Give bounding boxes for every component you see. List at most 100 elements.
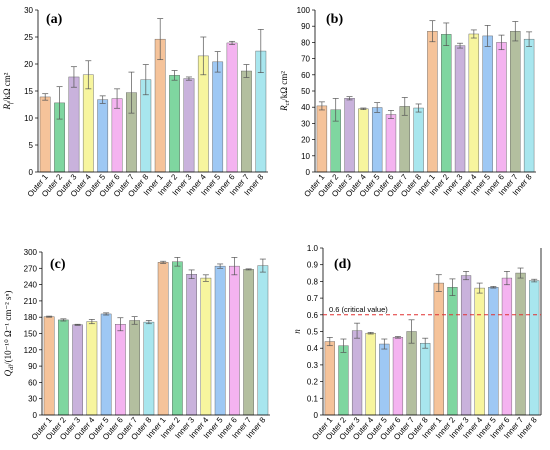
bar-inner-2	[172, 261, 183, 416]
bar-inner-4	[468, 33, 480, 173]
bar-inner-5	[488, 287, 499, 416]
bar-outer-1	[316, 105, 328, 173]
y-axis-title-main: R	[279, 105, 289, 112]
bar-inner-1	[427, 31, 438, 173]
y-axis-title-main: R	[2, 103, 12, 110]
y-axis-title-subscript: ct	[284, 101, 291, 106]
y-tick-label: 80	[301, 38, 310, 47]
bar-inner-2	[169, 75, 180, 173]
y-tick-label: 0	[29, 168, 34, 177]
bar-outer-6	[115, 324, 126, 416]
y-tick-label: 30	[301, 119, 310, 128]
y-tick-label: 0	[314, 411, 319, 420]
bar-inner-8	[257, 265, 269, 416]
bar-inner-7	[515, 272, 526, 416]
bar-outer-6	[111, 98, 123, 173]
bar-inner-3	[454, 45, 466, 173]
bar-inner-5	[212, 61, 224, 173]
bar-inner-8	[529, 280, 540, 416]
y-tick-label: 60	[301, 71, 310, 80]
bar-inner-5	[482, 35, 493, 173]
bar-inner-6	[501, 277, 513, 416]
y-tick-label: 15	[24, 87, 33, 96]
bar-outer-3	[344, 98, 355, 173]
y-tick-label: 0.7	[307, 294, 319, 303]
bar-inner-7	[241, 70, 252, 173]
y-tick-label: 100	[297, 6, 311, 15]
y-tick-label: 0.5	[307, 328, 319, 337]
y-axis-title-units: /kΩ cm²	[2, 72, 12, 102]
bar-inner-4	[474, 287, 485, 416]
bar-inner-6	[229, 265, 240, 416]
y-tick-label: 25	[24, 33, 33, 42]
bar-inner-8	[523, 38, 535, 173]
bar-outer-2	[58, 319, 69, 416]
y-tick-label: 180	[24, 313, 38, 322]
bar-outer-2	[338, 345, 349, 416]
bar-outer-7	[406, 331, 417, 416]
bar-outer-8	[420, 342, 431, 416]
bar-inner-4	[200, 277, 212, 416]
y-tick-label: 0.9	[307, 261, 319, 270]
y-tick-label: 10	[301, 152, 310, 161]
bar-inner-6	[496, 42, 507, 173]
y-axis-title: n	[292, 329, 302, 334]
y-tick-label: 0.4	[307, 344, 319, 353]
bar-outer-8	[143, 321, 155, 416]
y-tick-label: 300	[24, 248, 38, 257]
bar-outer-6	[392, 337, 404, 416]
bar-outer-1	[39, 96, 51, 173]
bar-inner-5	[214, 265, 226, 416]
bar-outer-4	[358, 108, 369, 173]
bar-inner-2	[447, 287, 458, 416]
y-tick-label: 70	[301, 55, 310, 64]
bar-inner-1	[157, 262, 169, 416]
y-axis-title-main: n	[292, 329, 302, 334]
bar-outer-1	[43, 316, 55, 416]
bar-inner-1	[433, 282, 444, 416]
bar-outer-7	[399, 106, 410, 173]
panel-label: (a)	[46, 12, 63, 27]
y-tick-label: 40	[301, 103, 310, 112]
y-axis-title-subscript: f	[7, 101, 14, 104]
bar-inner-7	[243, 269, 254, 416]
bar-outer-3	[68, 76, 80, 173]
y-tick-label: 0.8	[307, 277, 319, 286]
y-tick-label: 90	[301, 22, 310, 31]
panel-label: (b)	[326, 12, 343, 27]
panel-label: (d)	[334, 257, 351, 272]
y-axis-title-units: /(10⁻¹⁰ Ω⁻¹ cm⁻² sⁿ)	[3, 291, 13, 365]
y-axis-title: Rct/kΩ cm²	[279, 71, 291, 112]
y-tick-label: 1.0	[307, 244, 319, 253]
y-tick-label: 0.6	[307, 311, 319, 320]
y-axis-title-subscript: dl	[8, 365, 15, 370]
y-axis-title: Qdl/(10⁻¹⁰ Ω⁻¹ cm⁻² sⁿ)	[3, 291, 15, 377]
bar-outer-5	[100, 313, 112, 416]
y-tick-label: 50	[301, 87, 310, 96]
y-tick-label: 10	[24, 114, 33, 123]
y-tick-label: 90	[28, 362, 37, 371]
bar-outer-3	[351, 330, 363, 416]
bar-outer-5	[97, 99, 109, 173]
bar-outer-1	[324, 341, 335, 416]
y-tick-label: 30	[28, 395, 37, 404]
y-axis-title-main: Q	[3, 369, 13, 376]
bar-inner-2	[441, 34, 452, 173]
bar-outer-4	[82, 74, 94, 173]
y-tick-label: 150	[24, 330, 38, 339]
y-tick-label: 120	[24, 346, 38, 355]
y-tick-label: 20	[24, 60, 33, 69]
y-tick-label: 0.2	[307, 378, 319, 387]
bar-outer-7	[129, 320, 140, 416]
bar-outer-3	[72, 324, 83, 416]
bar-inner-3	[183, 78, 195, 173]
bar-outer-6	[385, 114, 397, 173]
reference-line-label: 0.6 (critical value)	[329, 305, 388, 314]
bar-outer-5	[379, 343, 390, 416]
panel-label: (c)	[50, 257, 66, 272]
y-axis-title: Rf/kΩ cm²	[2, 72, 14, 110]
bar-inner-3	[460, 275, 472, 416]
